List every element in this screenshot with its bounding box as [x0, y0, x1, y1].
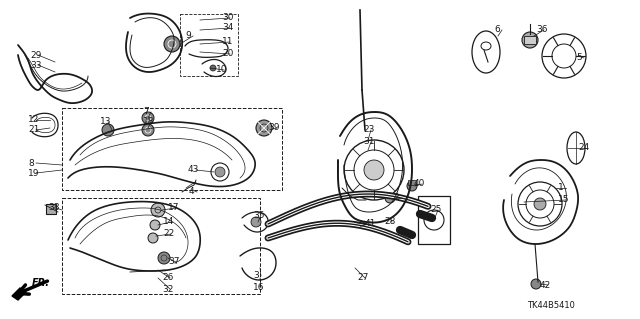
Text: 11: 11	[222, 38, 234, 47]
Bar	[524, 36, 536, 44]
Text: 12: 12	[28, 115, 40, 124]
Text: 43: 43	[188, 166, 200, 174]
Bar	[418, 196, 450, 244]
Bar	[62, 108, 282, 190]
Polygon shape	[12, 288, 26, 300]
Text: 8: 8	[28, 159, 34, 167]
Circle shape	[164, 36, 180, 52]
Text: 41: 41	[365, 219, 376, 227]
Text: 5: 5	[576, 54, 582, 63]
Circle shape	[142, 124, 154, 136]
Circle shape	[151, 203, 165, 217]
Text: 38: 38	[48, 204, 60, 212]
Circle shape	[148, 233, 158, 243]
Circle shape	[210, 65, 216, 71]
Text: 26: 26	[162, 273, 173, 283]
Circle shape	[407, 181, 417, 191]
Text: 33: 33	[30, 61, 42, 70]
Text: 42: 42	[540, 280, 551, 290]
Circle shape	[102, 124, 114, 136]
Text: 13: 13	[100, 117, 111, 127]
Text: 20: 20	[222, 49, 234, 58]
Text: 37: 37	[168, 257, 179, 266]
Text: 24: 24	[578, 144, 589, 152]
Text: 4: 4	[189, 188, 195, 197]
Text: 3: 3	[253, 271, 259, 280]
Text: 10: 10	[216, 65, 227, 75]
Circle shape	[215, 167, 225, 177]
Circle shape	[534, 198, 546, 210]
Text: FR.: FR.	[32, 278, 50, 288]
Text: 9: 9	[185, 32, 191, 41]
Text: 2: 2	[393, 194, 399, 203]
Text: 25: 25	[430, 205, 442, 214]
Text: 19: 19	[28, 168, 40, 177]
Text: 31: 31	[363, 137, 374, 146]
Bar	[180, 14, 238, 76]
Circle shape	[256, 120, 272, 136]
Circle shape	[364, 160, 384, 180]
Text: 29: 29	[30, 50, 42, 60]
Text: 6: 6	[494, 26, 500, 34]
Text: 35: 35	[253, 211, 264, 219]
Circle shape	[150, 220, 160, 230]
Text: 15: 15	[558, 196, 570, 204]
Circle shape	[251, 217, 261, 227]
Text: 16: 16	[253, 284, 264, 293]
Bar	[408, 180, 416, 185]
Text: 14: 14	[163, 218, 174, 226]
Bar	[62, 198, 260, 294]
Text: 36: 36	[536, 26, 547, 34]
Text: 22: 22	[163, 229, 174, 239]
Text: 23: 23	[363, 125, 374, 135]
Circle shape	[531, 279, 541, 289]
Text: 30: 30	[222, 13, 234, 23]
Text: 18: 18	[143, 117, 154, 127]
Text: TK44B5410: TK44B5410	[527, 301, 575, 310]
Text: 40: 40	[414, 180, 426, 189]
Text: 34: 34	[222, 24, 234, 33]
Text: 27: 27	[357, 273, 369, 283]
Circle shape	[142, 112, 154, 124]
Circle shape	[385, 193, 395, 203]
Text: 28: 28	[384, 218, 396, 226]
Circle shape	[522, 32, 538, 48]
Text: 39: 39	[268, 123, 280, 132]
Text: 32: 32	[162, 285, 173, 293]
Circle shape	[158, 252, 170, 264]
Text: 21: 21	[28, 125, 40, 135]
Text: 1: 1	[558, 183, 564, 192]
Text: 7: 7	[143, 108, 148, 116]
Bar	[46, 204, 56, 214]
Text: 17: 17	[168, 204, 179, 212]
